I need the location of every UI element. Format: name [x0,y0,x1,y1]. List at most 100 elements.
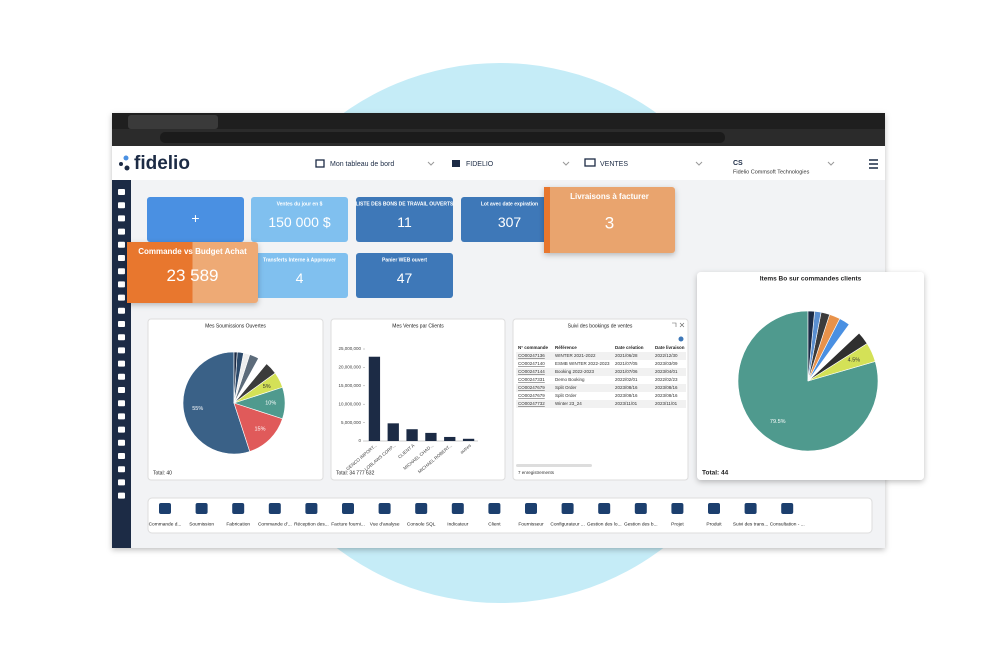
hamburger[interactable] [869,159,878,169]
table-cell: 2023/03/09 [655,361,678,366]
toolbar-icon [525,503,537,514]
tile[interactable]: Panier WEB ouvert 47 [356,253,453,298]
table-cell[interactable]: CO00247679 [518,385,545,390]
sidebar-icon[interactable] [118,466,125,473]
toolbar-item[interactable]: Consultation - ... [770,503,805,527]
toolbar-item[interactable]: Fournisseur [518,503,544,527]
tile-bg [251,253,348,298]
tile[interactable]: LISTE DES BONS DE TRAVAIL OUVERTS 11 [356,197,454,242]
sidebar-icon[interactable] [118,215,125,222]
sidebar-icon[interactable] [118,255,125,261]
toolbar-icon [634,503,647,514]
company-menu[interactable]: FIDELIO [466,161,494,168]
toolbar-item[interactable]: Configurateur ... [550,503,585,527]
app-header [112,146,885,180]
toolbar-item[interactable]: Projet [671,503,684,527]
toolbar-icon [781,503,794,514]
tile[interactable]: + [147,197,244,242]
tile[interactable]: Ventes du jour en $ 150 000 $ [251,197,348,242]
toolbar-label: Suivi des trans... [733,521,768,527]
toolbar-icon [415,503,428,514]
toolbar-icon [451,503,464,514]
toolbar-item[interactable]: Console SQL [407,503,436,527]
toolbar-item[interactable]: Commande d'... [258,503,292,527]
table-cell: Booking 2022-2023 [555,369,595,374]
tile[interactable]: Lot avec date expiration 307 [461,197,558,242]
sidebar-icon[interactable] [118,373,125,380]
sidebar-icon[interactable] [118,268,125,275]
toolbar-item[interactable]: Gestion des lo... [587,503,622,527]
module-menu[interactable]: VENTES [600,161,628,168]
toolbar-item[interactable]: Gestion des b... [624,503,658,527]
toolbar-item[interactable]: Produit [706,503,722,527]
table-cell[interactable]: CO00247140 [518,361,545,366]
sidebar-icon[interactable] [118,202,125,209]
sidebar-icon[interactable] [118,241,125,248]
sidebar-icon[interactable] [118,307,125,314]
table-cell: 2023/08/16 [615,393,638,398]
logo-text[interactable]: fidelio [134,153,190,174]
user-company: Fidelio Commsoft Technologies [733,169,810,175]
sidebar-icon[interactable] [118,439,125,446]
table-cell[interactable]: CO00247331 [518,377,545,382]
toolbar-label: Gestion des lo... [587,521,622,527]
bar [387,423,399,441]
table-cell[interactable]: CO00247136 [518,353,545,358]
sidebar-icon[interactable] [118,294,125,301]
bar [368,356,381,441]
toolbar-item[interactable]: Vue d'analyse [370,503,400,527]
table-cell[interactable]: CO00247144 [518,369,545,374]
bookings-table: Suivi des bookings de ventes N° commande R… [516,322,686,475]
window-controls[interactable] [672,322,685,328]
user-code[interactable]: CS [733,160,743,167]
sidebar-icon[interactable] [118,387,125,393]
toolbar-icon [561,503,574,514]
table-cell[interactable]: CO00247679 [518,393,545,398]
toolbar-item[interactable]: Réception des... [294,503,329,527]
sidebar-icon[interactable] [118,321,125,327]
sidebar-icon[interactable] [118,360,125,367]
chart-title: Mes Ventes par Clients [392,323,444,329]
sidebar-icon[interactable] [118,413,125,420]
sidebar-icon[interactable] [118,492,125,499]
table-cell: Split Order [555,385,577,390]
toolbar-item[interactable]: Client [488,503,501,527]
table-cell: 2022/12/30 [655,353,678,358]
sidebar-icon[interactable] [118,479,125,486]
dashboard-menu[interactable]: Mon tableau de bord [330,161,394,168]
table-cell: 2021/07/05 [615,361,638,366]
table-footer: 7 enregistrements [518,470,555,475]
sidebar-icon[interactable] [118,347,125,354]
toolbar-item[interactable]: Indicateur [447,503,469,527]
sidebar-icon[interactable] [118,400,125,407]
tile-title: Panier WEB ouvert [382,257,427,263]
sidebar-icon[interactable] [118,228,125,235]
toolbar-item[interactable]: Suivi des trans... [733,503,768,527]
tile[interactable]: Transferts Interne à Approuver 4 [251,253,348,298]
tile-title: Livraisons à facturer [570,192,649,201]
tab[interactable] [128,115,218,129]
pie-label: 10% [265,400,276,406]
tile[interactable]: Livraisons à facturer 3 [544,187,675,253]
sidebar-icon[interactable] [118,334,125,341]
sidebar-icon[interactable] [118,426,125,433]
dashboard-icon [315,159,325,168]
toolbar-item[interactable]: Commande d... [149,503,182,527]
toolbar-item[interactable]: Soumission [189,503,214,527]
sidebar-icon[interactable] [118,281,125,288]
sidebar-icon[interactable] [118,189,125,195]
toolbar-item[interactable]: Fabrication [226,503,250,527]
tile-value: 23 589 [167,266,219,285]
tile-bg [461,197,558,242]
sidebar-icon[interactable] [118,453,125,459]
pie-label: 5% [263,384,271,390]
table-cell[interactable]: CO00247732 [518,401,545,406]
address-bar[interactable] [160,132,725,143]
tile[interactable]: Commande vs Budget Achat 23 589 [127,242,258,303]
toolbar-icon [598,503,611,514]
table-cell: 2021/06/28 [615,353,638,358]
settings-icon[interactable] [678,336,684,342]
tile-title: LISTE DES BONS DE TRAVAIL OUVERTS [356,201,454,207]
toolbar-item[interactable]: Facture fourni... [331,503,365,527]
